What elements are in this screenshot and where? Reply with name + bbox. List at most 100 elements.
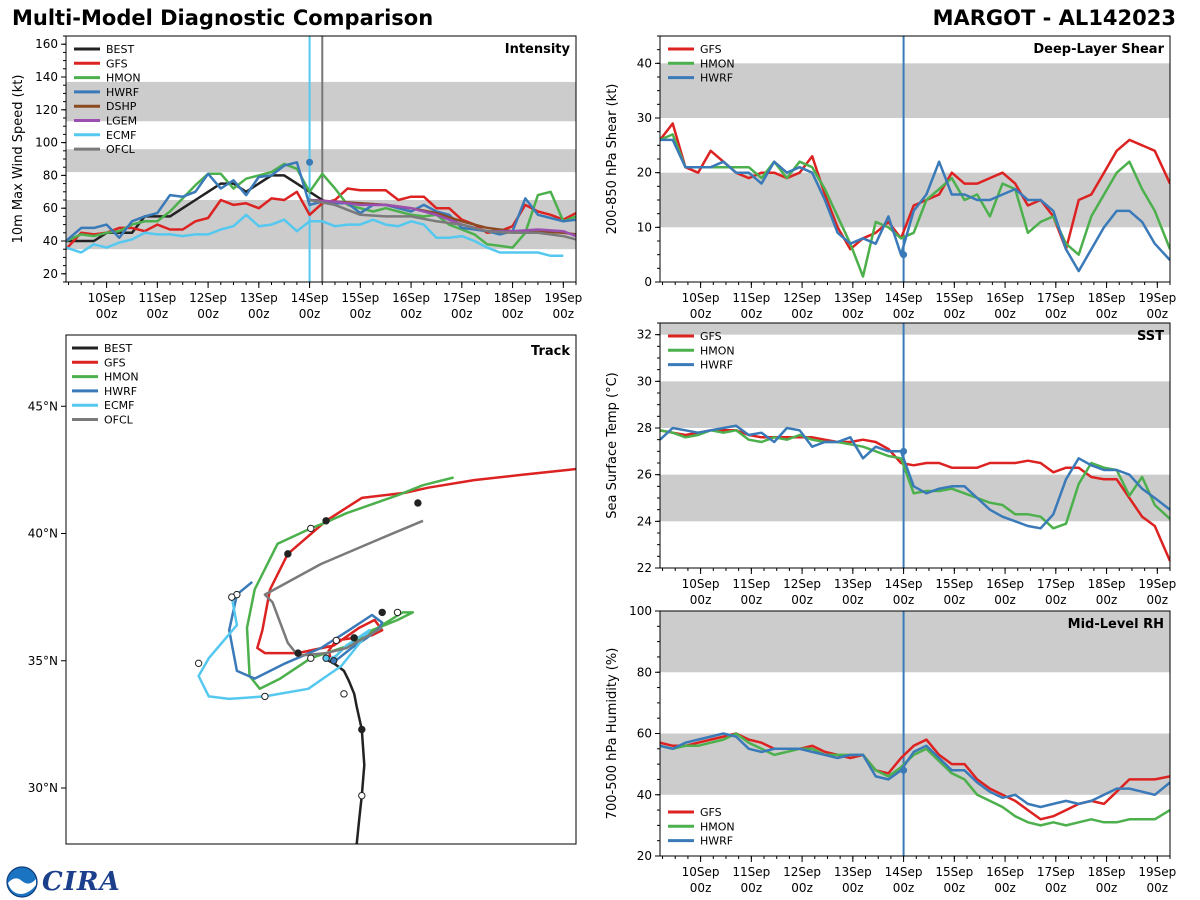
intensity-xtick-sublabel: 00z bbox=[147, 307, 169, 321]
shear-series-hwrf bbox=[660, 138, 1170, 273]
intensity-xtick-label: 18Sep bbox=[494, 291, 532, 305]
intensity-xtick-label: 10Sep bbox=[88, 291, 126, 305]
rh-y-axis-label: 700-500 hPa Humidity (%) bbox=[605, 648, 620, 820]
track-lat-label: 35°N bbox=[28, 654, 58, 668]
rh-xtick-label: 19Sep bbox=[1138, 865, 1176, 879]
shear-series-group bbox=[660, 122, 1170, 278]
shear-ytick-label: 0 bbox=[644, 275, 652, 289]
rh-xtick-label: 10Sep bbox=[682, 865, 720, 879]
intensity-xtick-label: 13Sep bbox=[240, 291, 278, 305]
shear-panel: 0 10 20 30 40 10Sep 00z 11Sep 00z 12Sep 00z 13Sep 00… bbox=[605, 35, 1176, 321]
rh-xtick-label: 18Sep bbox=[1088, 865, 1126, 879]
track-legend-label-ecmf: ECMF bbox=[104, 399, 134, 412]
rh-series-hmon bbox=[660, 732, 1170, 827]
track-series-hwrf bbox=[227, 580, 384, 680]
intensity-analysis-point bbox=[306, 158, 314, 166]
sst-xtick-sublabel: 00z bbox=[893, 593, 915, 607]
rh-xtick-sublabel: 00z bbox=[994, 881, 1016, 895]
intensity-xtick-label: 17Sep bbox=[443, 291, 481, 305]
rh-panel: 20 40 60 80 100 10Sep 00z 11Sep 00z 12Sep 00z 13Sep… bbox=[605, 604, 1176, 895]
track-panel-title: Track bbox=[531, 344, 570, 359]
intensity-legend-label-gfs: GFS bbox=[106, 57, 128, 70]
track-lat-label: 40°N bbox=[28, 527, 58, 541]
sst-xtick-sublabel: 00z bbox=[1096, 593, 1118, 607]
track-marker-hmon bbox=[307, 654, 315, 662]
noaa-logo-icon bbox=[6, 866, 38, 898]
rh-ytick-label: 20 bbox=[637, 849, 652, 863]
rh-xtick-sublabel: 00z bbox=[944, 881, 966, 895]
rh-xtick-sublabel: 00z bbox=[893, 881, 915, 895]
sst-legend-label-gfs: GFS bbox=[700, 330, 722, 343]
track-marker-ecmf bbox=[228, 593, 236, 601]
shear-ytick-label: 20 bbox=[637, 166, 652, 180]
sst-xtick-sublabel: 00z bbox=[994, 593, 1016, 607]
track-marker-hmon bbox=[307, 524, 315, 533]
sst-xtick-label: 12Sep bbox=[783, 577, 821, 591]
sst-panel: 22 24 26 28 30 32 10Sep 00z 11Sep 00z 12Sep 00z 13Se… bbox=[605, 322, 1176, 607]
intensity-legend-label-ecmf: ECMF bbox=[106, 129, 136, 142]
track-marker-best bbox=[358, 791, 366, 800]
sst-xtick-sublabel: 00z bbox=[741, 593, 763, 607]
page-title: Multi-Model Diagnostic Comparison bbox=[12, 6, 434, 30]
shear-analysis-point bbox=[900, 251, 908, 259]
shear-xtick-sublabel: 00z bbox=[893, 307, 915, 321]
intensity-xtick-label: 11Sep bbox=[138, 291, 176, 305]
shear-series-hmon bbox=[660, 133, 1170, 278]
shear-band-1 bbox=[660, 63, 1170, 118]
intensity-series-lgem bbox=[309, 198, 576, 238]
intensity-xtick-label: 19Sep bbox=[544, 291, 582, 305]
sst-xtick-sublabel: 00z bbox=[791, 593, 813, 607]
intensity-band-1 bbox=[66, 149, 576, 173]
track-series-ecmf bbox=[197, 596, 371, 701]
track-legend-label-hmon: HMON bbox=[104, 371, 139, 384]
sst-xtick-sublabel: 00z bbox=[1045, 593, 1067, 607]
intensity-xtick-label: 15Sep bbox=[341, 291, 379, 305]
rh-xtick-sublabel: 00z bbox=[1147, 881, 1169, 895]
intensity-series-group bbox=[66, 161, 576, 258]
intensity-ytick-label: 140 bbox=[35, 70, 58, 84]
sst-xtick-label: 16Sep bbox=[986, 577, 1024, 591]
intensity-ytick-label: 20 bbox=[43, 267, 58, 281]
intensity-xtick-label: 12Sep bbox=[189, 291, 227, 305]
shear-xtick-sublabel: 00z bbox=[1147, 307, 1169, 321]
shear-band-0 bbox=[660, 172, 1170, 228]
rh-xtick-label: 13Sep bbox=[834, 865, 872, 879]
track-legend-label-best: BEST bbox=[104, 342, 132, 355]
rh-series-hwrf bbox=[660, 732, 1170, 809]
shear-legend-label-gfs: GFS bbox=[700, 43, 722, 56]
sst-panel-title: SST bbox=[1137, 329, 1164, 344]
intensity-legend-label-hmon: HMON bbox=[106, 72, 141, 85]
rh-ytick-label: 60 bbox=[637, 727, 652, 741]
shear-xtick-sublabel: 00z bbox=[741, 307, 763, 321]
storm-id-title: MARGOT - AL142023 bbox=[932, 6, 1176, 30]
shear-panel-title: Deep-Layer Shear bbox=[1033, 42, 1164, 57]
intensity-xtick-label: 14Sep bbox=[291, 291, 329, 305]
track-marker-best bbox=[358, 725, 366, 734]
sst-xtick-sublabel: 00z bbox=[944, 593, 966, 607]
sst-ytick-label: 26 bbox=[637, 468, 652, 482]
track-series-group bbox=[194, 467, 576, 844]
rh-analysis-point bbox=[900, 766, 908, 774]
intensity-band-0 bbox=[66, 200, 576, 250]
sst-xtick-label: 19Sep bbox=[1138, 577, 1176, 591]
intensity-xtick-sublabel: 00z bbox=[350, 307, 372, 321]
rh-panel-title: Mid-Level RH bbox=[1068, 617, 1164, 632]
rh-xtick-label: 16Sep bbox=[986, 865, 1024, 879]
rh-xtick-label: 15Sep bbox=[935, 865, 973, 879]
intensity-y-axis-label: 10m Max Wind Speed (kt) bbox=[11, 75, 26, 244]
shear-ytick-label: 30 bbox=[637, 111, 652, 125]
intensity-ytick-label: 100 bbox=[35, 136, 58, 150]
sst-xtick-label: 14Sep bbox=[885, 577, 923, 591]
intensity-ytick-label: 60 bbox=[43, 201, 58, 215]
sst-xtick-label: 17Sep bbox=[1037, 577, 1075, 591]
intensity-ytick-label: 40 bbox=[43, 234, 58, 248]
shear-xtick-label: 10Sep bbox=[682, 291, 720, 305]
shear-xtick-sublabel: 00z bbox=[690, 307, 712, 321]
intensity-xtick-sublabel: 00z bbox=[400, 307, 422, 321]
sst-ytick-label: 28 bbox=[637, 421, 652, 435]
intensity-series-hmon bbox=[66, 162, 576, 249]
track-frame bbox=[65, 334, 577, 845]
track-marker-best bbox=[340, 690, 348, 698]
track-lat-label: 30°N bbox=[28, 781, 58, 795]
